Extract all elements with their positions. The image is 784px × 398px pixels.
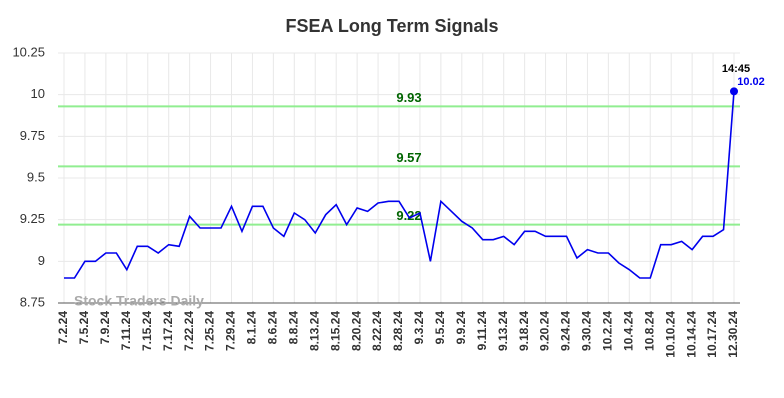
x-tick-label: 9.9.24 bbox=[454, 311, 468, 345]
x-tick-label: 9.18.24 bbox=[517, 311, 531, 351]
x-tick-label: 8.8.24 bbox=[286, 311, 300, 345]
x-tick-label: 9.13.24 bbox=[496, 311, 510, 351]
x-tick-label: 7.15.24 bbox=[140, 311, 154, 351]
reference-label: 9.57 bbox=[396, 150, 421, 165]
x-tick-label: 7.11.24 bbox=[119, 311, 133, 351]
y-tick-label: 9.75 bbox=[20, 128, 45, 143]
x-tick-label: 8.28.24 bbox=[391, 311, 405, 351]
x-tick-label: 7.29.24 bbox=[224, 311, 238, 351]
y-tick-label: 10.25 bbox=[12, 44, 45, 59]
x-tick-label: 7.2.24 bbox=[56, 311, 70, 345]
x-tick-label: 9.3.24 bbox=[412, 311, 426, 345]
x-tick-label: 9.30.24 bbox=[580, 311, 594, 351]
data-label: 10.02 bbox=[737, 76, 765, 88]
x-tick-label: 7.5.24 bbox=[77, 311, 91, 345]
watermark: Stock Traders Daily bbox=[74, 293, 204, 309]
x-tick-label: 9.24.24 bbox=[559, 311, 573, 351]
line-series bbox=[64, 91, 735, 279]
x-tick-label: 12.30.24 bbox=[726, 311, 740, 358]
x-tick-label: 8.15.24 bbox=[328, 311, 342, 351]
reference-label: 9.22 bbox=[396, 208, 421, 223]
x-tick-label: 7.22.24 bbox=[182, 311, 196, 351]
x-tick-label: 8.6.24 bbox=[266, 311, 280, 345]
x-tick-label: 10.4.24 bbox=[621, 311, 635, 351]
x-tick-label: 9.11.24 bbox=[475, 311, 489, 351]
annotation: 14:45 bbox=[722, 63, 750, 75]
x-tick-label: 10.2.24 bbox=[601, 311, 615, 351]
x-tick-label: 10.17.24 bbox=[705, 311, 719, 358]
y-tick-label: 9.5 bbox=[27, 169, 45, 184]
x-tick-label: 10.8.24 bbox=[642, 311, 656, 351]
x-tick-label: 10.10.24 bbox=[663, 311, 677, 358]
y-tick-label: 8.75 bbox=[20, 294, 45, 309]
y-tick-label: 9 bbox=[38, 253, 45, 268]
x-tick-label: 10.14.24 bbox=[684, 311, 698, 358]
x-tick-label: 8.20.24 bbox=[349, 311, 363, 351]
x-tick-label: 8.13.24 bbox=[307, 311, 321, 351]
y-tick-label: 10 bbox=[31, 86, 45, 101]
x-tick-label: 8.1.24 bbox=[245, 311, 259, 345]
x-tick-label: 7.17.24 bbox=[161, 311, 175, 351]
x-tick-label: 7.25.24 bbox=[203, 311, 217, 351]
x-tick-label: 9.20.24 bbox=[538, 311, 552, 351]
x-tick-label: 9.5.24 bbox=[433, 311, 447, 345]
x-tick-label: 7.9.24 bbox=[98, 311, 112, 345]
y-tick-label: 9.25 bbox=[20, 211, 45, 226]
chart-title: FSEA Long Term Signals bbox=[285, 16, 498, 36]
x-tick-label: 8.22.24 bbox=[370, 311, 384, 351]
reference-label: 9.93 bbox=[396, 90, 421, 105]
last-point bbox=[730, 87, 738, 96]
